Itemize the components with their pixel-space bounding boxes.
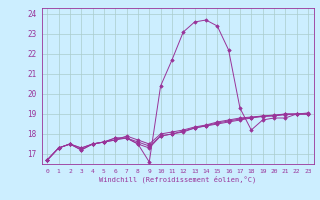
- X-axis label: Windchill (Refroidissement éolien,°C): Windchill (Refroidissement éolien,°C): [99, 175, 256, 183]
